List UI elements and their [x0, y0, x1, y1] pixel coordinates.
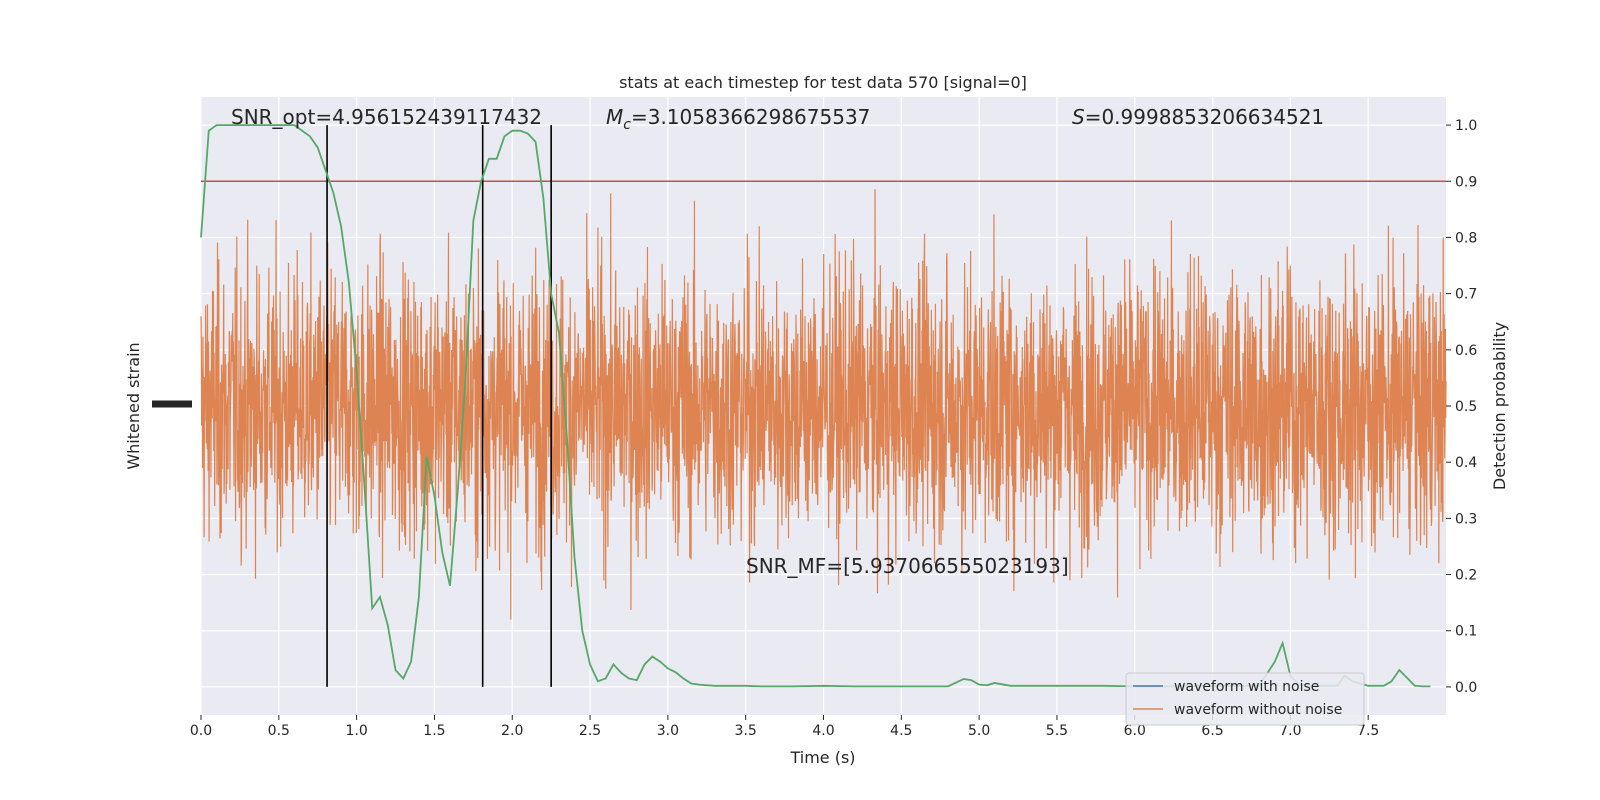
- y-tick-label-2: 0.2: [1455, 568, 1477, 584]
- x-tick-label-9: 4.5: [890, 723, 912, 739]
- x-tick-label-1: 0.5: [268, 723, 290, 739]
- s-symbol: S: [1072, 105, 1085, 129]
- chart-title: stats at each timestep for test data 570…: [619, 73, 1027, 92]
- y-tick-label-1: 0.1: [1455, 624, 1477, 640]
- x-tick-label-0: 0.0: [190, 723, 212, 739]
- y-tick-label-6: 0.6: [1455, 343, 1477, 359]
- right-axis-label: Detection probability: [1490, 322, 1509, 490]
- x-tick-label-15: 7.5: [1357, 723, 1379, 739]
- vertical-lines: [326, 125, 552, 687]
- x-tick-label-6: 3.0: [657, 723, 679, 739]
- y-tick-label-8: 0.8: [1455, 230, 1477, 246]
- x-tick-label-11: 5.5: [1046, 723, 1068, 739]
- x-tick-label-5: 2.5: [579, 723, 601, 739]
- y-tick-label-3: 0.3: [1455, 511, 1477, 527]
- y-tick-label-9: 0.9: [1455, 174, 1477, 190]
- x-tick-label-2: 1.0: [345, 723, 367, 739]
- legend-label-with-noise: waveform with noise: [1174, 679, 1319, 695]
- x-tick-label-7: 3.5: [735, 723, 757, 739]
- noise-series: [200, 189, 1447, 620]
- x-tick-label-8: 4.0: [812, 723, 834, 739]
- x-tick-label-13: 6.5: [1201, 723, 1223, 739]
- legend-box: [1125, 672, 1365, 726]
- x-tick-label-12: 6.0: [1124, 723, 1146, 739]
- left-axis-label: Whitened strain: [124, 342, 143, 469]
- x-tick-label-3: 1.5: [423, 723, 445, 739]
- y-tick-label-7: 0.7: [1455, 287, 1477, 303]
- snr-mf-annotation: SNR_MF=[5.937066555023193]: [746, 554, 1069, 578]
- mc-symbol: M: [606, 105, 623, 129]
- mc-annotation: Mc=3.1058366298675537: [606, 105, 870, 133]
- x-tick-label-4: 2.0: [501, 723, 523, 739]
- snr-opt-annotation: SNR_opt=4.956152439117432: [231, 105, 542, 129]
- legend: waveform with noise waveform without noi…: [1125, 672, 1365, 726]
- x-tick-label-10: 5.0: [968, 723, 990, 739]
- y-tick-label-0: 0.0: [1455, 680, 1477, 696]
- noise-trace: [200, 189, 1447, 620]
- x-axis-label: Time (s): [789, 748, 855, 767]
- mc-value: =3.1058366298675537: [631, 105, 870, 129]
- y-tick-label-5: 0.5: [1455, 399, 1477, 415]
- x-tick-label-14: 7.0: [1279, 723, 1301, 739]
- left-axis-tick-marks: [152, 400, 192, 408]
- y-tick-label-4: 0.4: [1455, 455, 1477, 471]
- x-axis-ticks: 0.0 0.5 1.0 1.5 2.0 2.5 3.0 3.5 4.0 4.5 5.0 5.5 6.0 6…: [190, 715, 1379, 739]
- s-value: =0.9998853206634521: [1085, 105, 1324, 129]
- legend-label-without-noise: waveform without noise: [1174, 702, 1342, 718]
- y-tick-label-10: 1.0: [1455, 118, 1477, 134]
- right-axis-ticks: 0.0 0.1 0.2 0.3 0.4 0.5 0.6 0.7 0.8 0.9 1.0: [1446, 118, 1477, 696]
- mc-subscript: c: [623, 117, 631, 133]
- s-annotation: S=0.9998853206634521: [1072, 105, 1324, 129]
